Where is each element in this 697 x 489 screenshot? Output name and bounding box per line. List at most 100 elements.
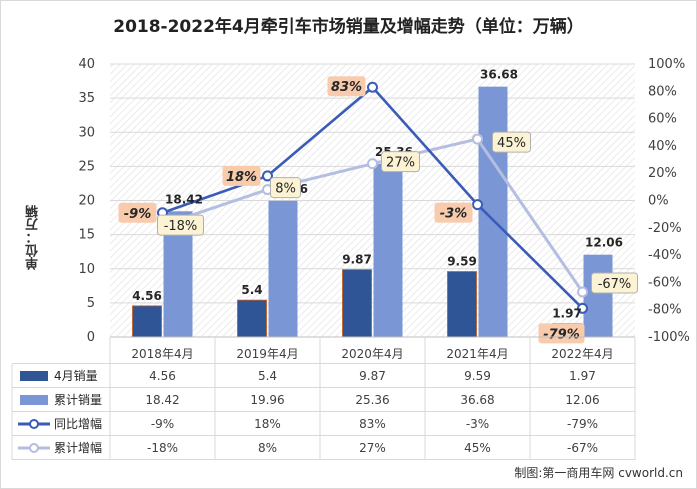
yoy-growth-label: 18% <box>226 170 257 185</box>
category-label: 2020年4月 <box>341 347 403 361</box>
table-cell: 1.97 <box>569 369 596 383</box>
source-note: 制图:第一商用车网 cvworld.cn <box>514 466 683 480</box>
cumulative-growth-label: 27% <box>386 156 415 171</box>
yoy-growth-label: -79% <box>543 327 580 342</box>
category-label: 2022年4月 <box>551 347 613 361</box>
y-tick-label: 40 <box>78 57 95 72</box>
legend-label-累计销量: 累计销量 <box>54 393 102 407</box>
cumulative-growth-label-box <box>270 177 301 199</box>
y2-tick-label: -40% <box>648 248 682 263</box>
table-cell: -67% <box>567 441 598 455</box>
table-cell: 18% <box>254 417 281 431</box>
cumulative-growth-label-box <box>381 151 420 173</box>
legend-key-累计销量 <box>20 395 48 405</box>
bar-累计销量 <box>583 254 613 337</box>
data-labels: 4.5618.425.419.969.8725.369.5936.681.971… <box>118 68 638 344</box>
table-cell: -3% <box>466 417 489 431</box>
table-cell: 8% <box>258 441 277 455</box>
cumulative-growth-label: 45% <box>497 136 526 151</box>
lines <box>157 81 588 314</box>
y2-tick-label: 0% <box>648 194 669 209</box>
y2-tick-label: 20% <box>648 166 677 181</box>
table-cell: 5.4 <box>258 369 277 383</box>
y-tick-label: 20 <box>78 194 95 209</box>
cumulative-growth-label: 8% <box>275 182 296 197</box>
y2-tick-label: -100% <box>648 330 690 345</box>
cumulative-growth-label-box <box>492 131 531 153</box>
legend-key-4月销量 <box>20 371 48 381</box>
y2-tick-label: -80% <box>648 303 682 318</box>
y-tick-label: 5 <box>87 296 95 311</box>
table-cell: 18.42 <box>145 393 179 407</box>
table-cell: 19.96 <box>250 393 284 407</box>
cumulative-growth-marker <box>367 158 378 170</box>
data-table: 2018年4月 2019年4月 2020年4月 2021年4月 2022年4月 4月销量 4… <box>11 337 636 460</box>
chart-title: 2018-2022年4月牵引车市场销量及增幅走势（单位：万辆） <box>113 17 584 37</box>
table-cell: -9% <box>151 417 174 431</box>
table-cell: 36.68 <box>460 393 494 407</box>
table-cell: 27% <box>359 441 386 455</box>
bar-value-label: 18.42 <box>165 192 203 206</box>
yoy-growth-label-box <box>538 323 585 344</box>
y-tick-label: 10 <box>78 262 95 277</box>
legend-label-4月销量: 4月销量 <box>54 369 98 383</box>
bar-value-label: 5.4 <box>241 283 262 297</box>
legend-marker-累计增幅 <box>29 443 39 453</box>
bar-4月销量 <box>132 305 162 338</box>
legend-label-累计增幅: 累计增幅 <box>54 440 102 455</box>
y-tick-label: 35 <box>78 91 95 106</box>
bar-value-label: 4.56 <box>132 289 162 303</box>
bar-4月销量 <box>237 299 267 338</box>
table-cell: 83% <box>359 417 386 431</box>
axes: 0 5 10 15 20 25 30 35 40 -100% -80% -60% -40% -20% 0% 2… <box>78 57 689 345</box>
yoy-growth-label-box <box>118 202 157 223</box>
y2-tick-label: 80% <box>648 84 677 99</box>
yoy-growth-label-box <box>222 165 261 186</box>
table-cell: 9.87 <box>359 369 386 383</box>
y2-tick-label: 40% <box>648 139 677 154</box>
bar-value-label: 12.06 <box>585 236 623 250</box>
bar-4月销量 <box>447 271 477 338</box>
bar-value-label: 9.59 <box>447 255 477 269</box>
yoy-growth-label-box <box>434 202 473 223</box>
cumulative-growth-marker <box>472 133 483 145</box>
bar-value-label: 9.87 <box>342 253 372 267</box>
bar-value-label: 1.97 <box>552 307 582 321</box>
cumulative-growth-label-box <box>591 272 638 294</box>
y2-tick-label: 100% <box>648 57 685 72</box>
bar-累计销量 <box>373 163 403 337</box>
yoy-growth-marker <box>472 199 483 211</box>
table-cell: 4.56 <box>149 369 176 383</box>
table-cell: 45% <box>464 441 491 455</box>
yoy-growth-label-box <box>327 76 366 97</box>
category-label: 2021年4月 <box>446 347 508 361</box>
cumulative-growth-label-box <box>157 214 204 236</box>
table-cell: -79% <box>567 417 598 431</box>
bar-累计销量 <box>268 200 298 337</box>
yoy-growth-marker <box>367 81 378 93</box>
table-cell: 9.59 <box>464 369 491 383</box>
cumulative-growth-label: -18% <box>164 219 198 234</box>
y-tick-label: 0 <box>87 330 95 345</box>
yoy-growth-marker <box>577 302 588 314</box>
legend-marker-同比增幅 <box>29 419 39 429</box>
legend-label-同比增幅: 同比增幅 <box>54 416 102 431</box>
yoy-growth-marker <box>262 170 273 182</box>
table-cell: -18% <box>147 441 178 455</box>
bar-value-label: 36.68 <box>480 68 518 82</box>
yoy-growth-label: -3% <box>440 207 467 222</box>
cumulative-growth-marker <box>577 286 588 298</box>
category-label: 2018年4月 <box>131 347 193 361</box>
y-tick-label: 15 <box>78 228 95 243</box>
y2-tick-label: 60% <box>648 112 677 127</box>
cumulative-growth-label: -67% <box>598 277 632 292</box>
y2-tick-label: -20% <box>648 221 682 236</box>
bar-累计销量 <box>478 86 508 337</box>
table-cell: 25.36 <box>355 393 389 407</box>
y2-tick-label: -60% <box>648 275 682 290</box>
yoy-growth-label: -9% <box>124 207 151 222</box>
bar-4月销量 <box>342 269 372 338</box>
y-tick-label: 30 <box>78 125 95 140</box>
yoy-growth-label: 83% <box>331 80 362 95</box>
